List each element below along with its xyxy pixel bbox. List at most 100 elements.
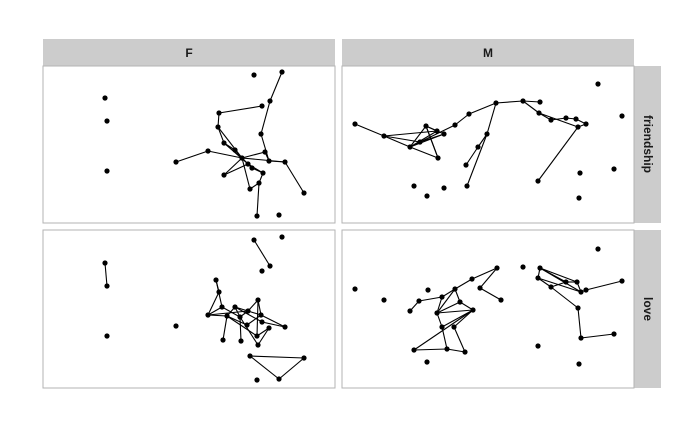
network-f-friendship-node — [247, 186, 253, 192]
network-m-love-edge — [441, 309, 474, 328]
network-m-love-node — [444, 346, 450, 352]
network-f-love-edge — [253, 239, 271, 267]
network-f-friendship-node — [245, 161, 251, 167]
network-m-friendship-node — [583, 121, 589, 127]
network-m-love-node — [535, 343, 541, 349]
network-f-friendship-edge — [218, 105, 263, 114]
network-m-love-node — [578, 335, 584, 341]
column-strip-f: F — [43, 39, 335, 66]
network-f-love-edge — [239, 316, 259, 346]
network-f-friendship-node — [266, 158, 272, 164]
network-m-friendship-node — [464, 183, 470, 189]
network-f-friendship-edge — [269, 71, 283, 102]
network-f-friendship-node — [282, 159, 288, 165]
network-m-friendship-node — [577, 170, 583, 176]
network-f-friendship-node — [260, 170, 266, 176]
network-f-friendship-edge — [223, 157, 243, 176]
network-f-friendship-node — [249, 165, 255, 171]
network-f-friendship-edge — [175, 150, 209, 163]
network-m-love-edge — [585, 280, 623, 291]
network-f-love-node — [216, 289, 222, 295]
network-m-love-node — [416, 298, 422, 304]
network-m-friendship-edge — [465, 146, 479, 166]
network-m-friendship-edge — [468, 102, 497, 115]
network-f-friendship-node — [104, 168, 110, 174]
network-m-friendship — [352, 81, 625, 201]
panel-f-love — [42, 229, 336, 389]
network-m-friendship-node — [535, 178, 541, 184]
network-m-love-node — [574, 279, 580, 285]
network-f-friendship-node — [279, 69, 285, 75]
network-m-friendship-node — [417, 139, 423, 145]
network-f-love-node — [245, 308, 251, 314]
network-f-friendship-node — [254, 213, 260, 219]
network-m-friendship-node — [575, 124, 581, 130]
network-m-love-node — [434, 310, 440, 316]
network-m-love-node — [477, 285, 483, 291]
network-f-love-edge — [249, 355, 280, 380]
network-m-friendship-edge — [409, 125, 427, 148]
network-m-love-edge — [446, 348, 466, 353]
network-f-friendship-edge — [260, 100, 271, 135]
network-m-love-edge — [471, 267, 498, 280]
network-f-friendship-node — [267, 98, 273, 104]
network-f-friendship-node — [301, 190, 307, 196]
network-m-friendship-node — [548, 117, 554, 123]
network-m-love — [352, 246, 625, 367]
network-m-love-node — [470, 307, 476, 313]
network-f-friendship-node — [239, 155, 245, 161]
network-m-friendship-node — [441, 185, 447, 191]
network-f-love-node — [259, 268, 265, 274]
network-f-love-node — [238, 338, 244, 344]
network-m-love-edge — [479, 267, 498, 289]
network-m-friendship-node — [434, 128, 440, 134]
network-f-friendship-node — [258, 131, 264, 137]
network-m-friendship-node — [466, 111, 472, 117]
network-m-love-edge — [550, 286, 579, 309]
network-m-love-edge — [436, 296, 443, 314]
network-m-love-node — [462, 349, 468, 355]
panel-m-friendship — [341, 65, 635, 224]
network-m-love-node — [424, 359, 430, 365]
network-f-love-node — [254, 333, 260, 339]
network-m-love-node — [469, 276, 475, 282]
network-m-friendship-node — [452, 122, 458, 128]
network-m-love-edge — [418, 296, 443, 302]
network-m-love-node — [439, 324, 445, 330]
network-f-love-node — [205, 312, 211, 318]
network-m-friendship-edge — [383, 130, 438, 137]
network-f-love-edge — [207, 306, 223, 316]
network-m-friendship-edge — [383, 135, 411, 148]
network-f-love-edge — [278, 357, 305, 380]
network-f-love-edge — [222, 315, 228, 341]
network-f-love-edge — [257, 327, 270, 346]
network-f-love-node — [258, 312, 264, 318]
network-f-love-node — [224, 313, 230, 319]
network-f-love-node — [254, 377, 260, 383]
network-f-love-edge — [104, 262, 108, 287]
network-f-love-edge — [260, 314, 286, 328]
network-f-love-node — [247, 353, 253, 359]
network-f-love-node — [255, 342, 261, 348]
network-f-friendship-edge — [241, 157, 286, 163]
network-m-love-edge — [436, 301, 461, 314]
network-m-friendship-edge — [409, 146, 439, 159]
network-m-friendship-edge — [522, 100, 540, 114]
network-f-love-node — [282, 324, 288, 330]
network-f-love-node — [279, 234, 285, 240]
network-f-love — [102, 234, 307, 383]
network-m-love-node — [611, 331, 617, 337]
network-m-friendship-edge — [538, 112, 579, 128]
network-f-friendship-edge — [260, 133, 270, 162]
network-m-friendship-edge — [477, 133, 488, 148]
network-m-love-node — [537, 265, 543, 271]
network-m-love-node — [548, 284, 554, 290]
network-m-love-edge — [580, 333, 615, 339]
network-f-love-edge — [249, 355, 305, 359]
network-m-love-edge — [454, 278, 473, 290]
network-m-friendship-edge — [495, 100, 524, 104]
panel-m-love — [341, 229, 635, 389]
panel-f-friendship — [42, 65, 336, 224]
network-m-friendship-node — [411, 183, 417, 189]
